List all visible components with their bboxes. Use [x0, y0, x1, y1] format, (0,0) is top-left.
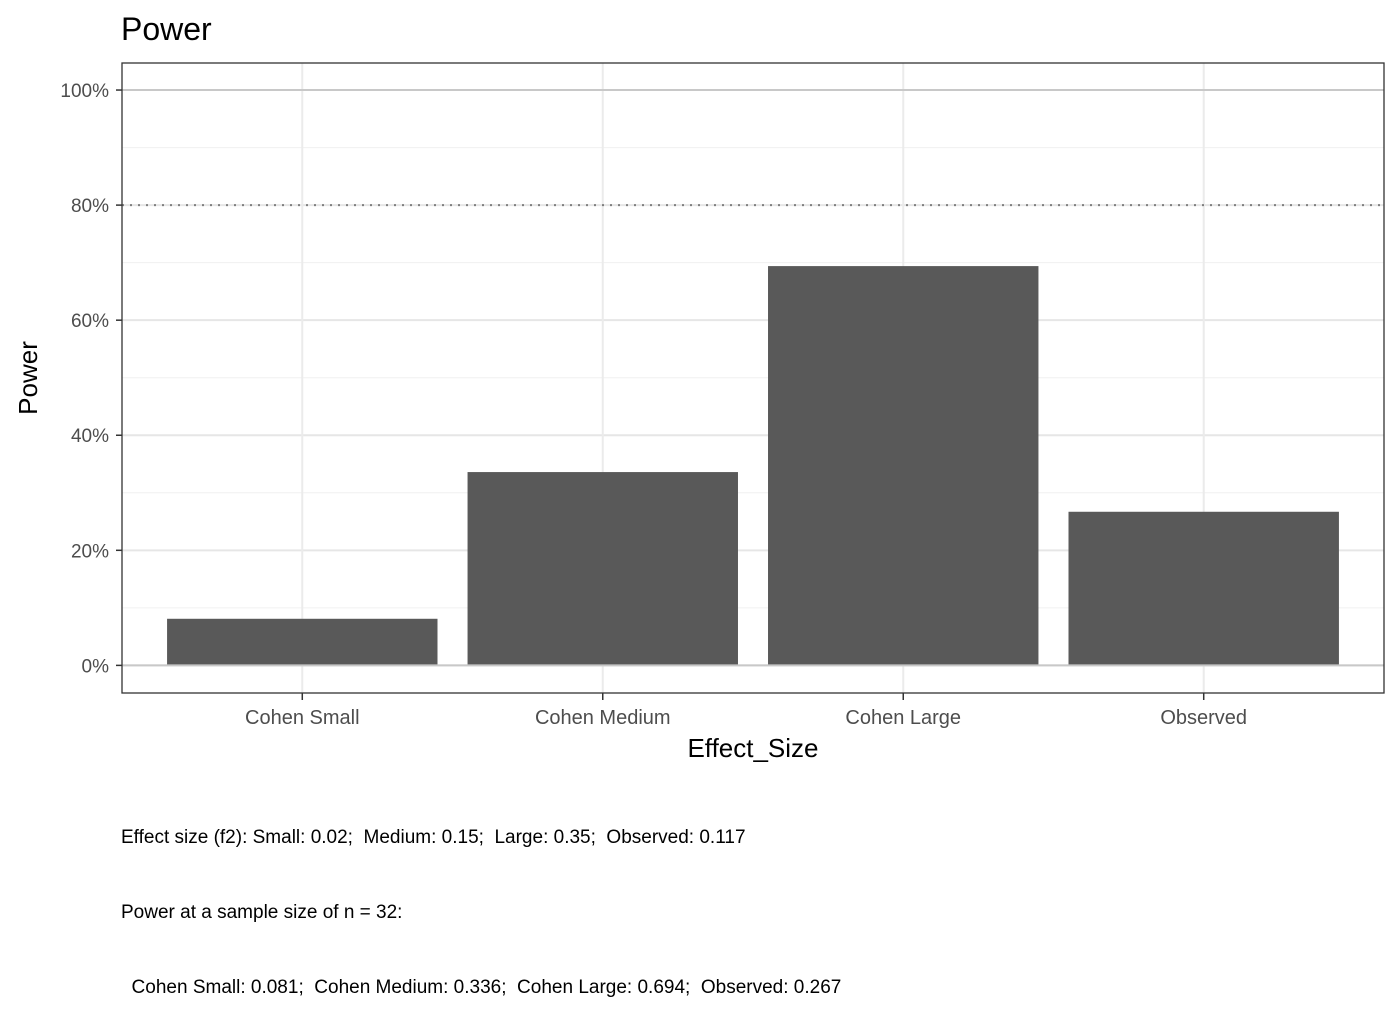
y-tick-label: 80% — [71, 196, 109, 217]
y-axis: 0% 20% 40% 60% 80% 100% — [60, 81, 122, 677]
x-tick-label: Observed — [1160, 707, 1247, 729]
bar-cohen-medium — [467, 472, 738, 666]
bars — [122, 89, 1384, 667]
caption-line-effect-sizes: Effect size (f2): Small: 0.02; Medium: 0… — [121, 827, 746, 848]
power-bar-chart: Power 0%20%40%60%80%100% Cohen Small Cohe… — [13, 11, 1385, 763]
y-tick-label: 0% — [82, 656, 110, 677]
x-axis: Cohen Small Cohen Medium Cohen Large Observ… — [245, 693, 1247, 729]
bar-cohen-small — [167, 618, 438, 666]
caption-line-power-values: Cohen Small: 0.081; Cohen Medium: 0.336;… — [121, 977, 842, 998]
plot-border — [121, 62, 1385, 694]
chart-title: Power — [121, 11, 212, 47]
y-tick-label: 20% — [71, 541, 109, 562]
bar-observed — [1068, 511, 1339, 666]
x-tick-label: Cohen Large — [845, 707, 961, 729]
bar-cohen-large — [768, 266, 1039, 666]
x-axis-title: Effect_Size — [687, 733, 818, 763]
chart-caption: Effect size (f2): Small: 0.02; Medium: 0… — [121, 775, 841, 1025]
y-tick-label: 100% — [60, 81, 109, 102]
y-tick-label: 40% — [71, 426, 109, 447]
y-tick-label: 60% — [71, 311, 109, 332]
x-tick-label: Cohen Small — [245, 707, 360, 729]
caption-line-sample-size: Power at a sample size of n = 32: — [121, 902, 403, 923]
y-axis-title: Power — [13, 341, 43, 415]
x-tick-label: Cohen Medium — [535, 707, 671, 729]
